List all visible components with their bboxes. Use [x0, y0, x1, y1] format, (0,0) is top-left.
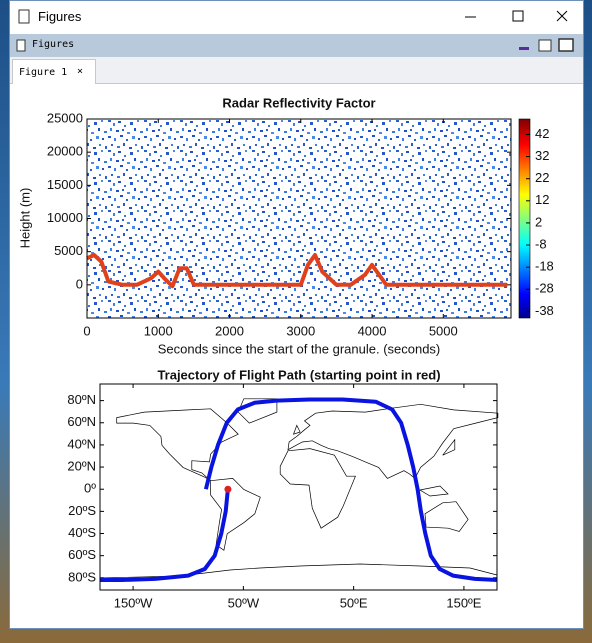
- panel-controls[interactable]: [511, 34, 581, 57]
- panel-undock[interactable]: [538, 39, 552, 52]
- surface-echo: [86, 253, 508, 289]
- x-tick-label: 5000: [429, 323, 458, 338]
- panel-icon: [16, 39, 26, 52]
- window-icon: [18, 9, 30, 24]
- indonesia: [419, 485, 449, 497]
- colorbar-tick-label: 32: [535, 148, 549, 163]
- tab-strip: Figure 1 ×: [10, 57, 583, 84]
- start-point: [224, 485, 232, 493]
- tab[interactable]: Figure 1 ×: [12, 59, 96, 84]
- africa: [279, 448, 356, 529]
- x-tick-label: 3000: [286, 323, 315, 338]
- x-tick-label: 50ºE: [340, 595, 368, 610]
- y-tick-label: 60ºN: [67, 414, 96, 429]
- x-tick-label: 150ºW: [114, 595, 153, 610]
- north-america: [116, 408, 239, 481]
- close[interactable]: [556, 10, 568, 22]
- colorbar-tick-label: -28: [535, 281, 554, 296]
- colorbar: [518, 118, 531, 319]
- colorbar-tick-label: -18: [535, 259, 554, 274]
- panel-minimize[interactable]: [519, 47, 529, 50]
- panel-title: Figures: [32, 39, 75, 50]
- tab-label[interactable]: Figure 1: [19, 67, 68, 78]
- axes-box: [99, 383, 498, 591]
- y-tick-label: 80ºS: [68, 569, 96, 584]
- y-tick-label: 20ºN: [67, 459, 96, 474]
- x-tick-label: 4000: [358, 323, 387, 338]
- title-bar: Figures: [10, 1, 583, 33]
- x-tick-label: 1000: [144, 323, 173, 338]
- y-tick-label: 40ºS: [68, 525, 96, 540]
- y-axis-label: Height (m): [17, 188, 32, 249]
- chart-title: Radar Reflectivity Factor: [222, 95, 375, 110]
- colorbar-tick-label: -8: [535, 236, 547, 251]
- japan: [442, 438, 456, 456]
- colorbar-tick-label: 22: [535, 170, 549, 185]
- chart-title: Trajectory of Flight Path (starting poin…: [157, 367, 440, 382]
- australia: [424, 501, 469, 532]
- y-tick-label: 20000: [47, 144, 83, 159]
- y-tick-label: 60ºS: [68, 547, 96, 562]
- x-tick-label: 150ºE: [446, 595, 481, 610]
- eurasia: [287, 403, 499, 479]
- y-tick-label: 80ºN: [67, 392, 96, 407]
- panel-toolbar: Figures: [10, 34, 583, 57]
- y-tick-label: 40ºN: [67, 436, 96, 451]
- x-tick-label: 50ºW: [228, 595, 260, 610]
- colorbar-tick-label: 42: [535, 126, 549, 141]
- y-tick-label: 15000: [47, 177, 83, 192]
- y-tick-label: 5000: [54, 243, 83, 258]
- trajectory: [100, 489, 230, 582]
- colorbar-tick-label: 12: [535, 192, 549, 207]
- colorbar-tick-label: -38: [535, 303, 554, 318]
- panel-maximize[interactable]: [558, 38, 574, 52]
- y-tick-label: 25000: [47, 110, 83, 125]
- maximize[interactable]: [512, 10, 524, 22]
- map-land: [99, 398, 499, 579]
- window-title: Figures: [38, 9, 82, 24]
- tab-close[interactable]: ×: [77, 66, 84, 77]
- x-tick-label: 0: [83, 323, 90, 338]
- y-tick-label: 10000: [47, 210, 83, 225]
- colorbar-tick-label: 2: [535, 214, 542, 229]
- y-tick-label: 0º: [84, 481, 96, 496]
- axes-box: [86, 118, 512, 319]
- x-axis-label: Seconds since the start of the granule. …: [158, 341, 441, 356]
- britain: [292, 424, 301, 435]
- y-tick-label: 0: [76, 276, 83, 291]
- trajectory: [203, 397, 498, 582]
- y-tick-label: 20ºS: [68, 503, 96, 518]
- x-tick-label: 2000: [215, 323, 244, 338]
- window-controls[interactable]: [443, 1, 583, 33]
- reflectivity-image: [87, 119, 511, 318]
